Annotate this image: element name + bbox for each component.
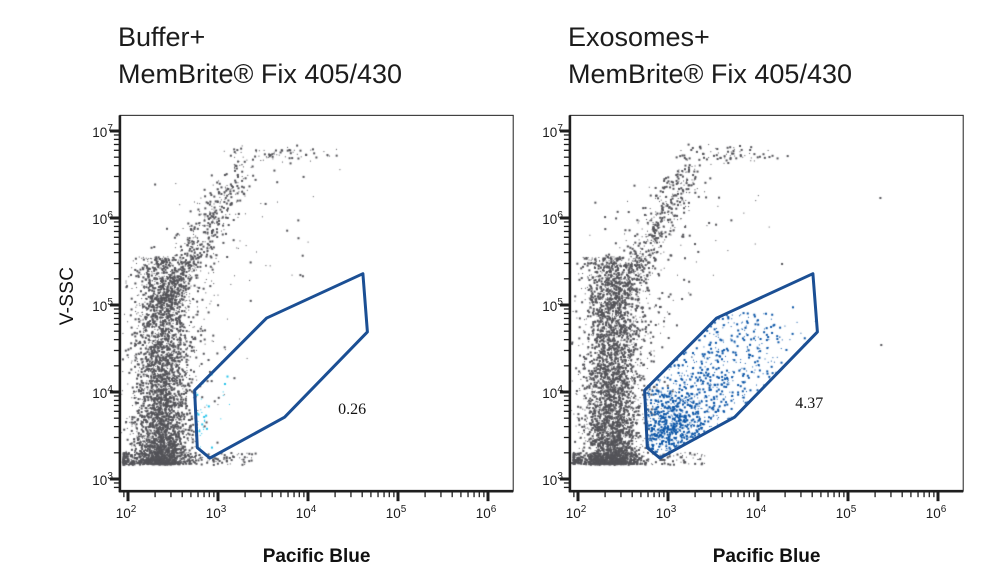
gate-percentage-buffer: 0.26	[338, 401, 367, 419]
tick-label: 105	[92, 297, 113, 314]
tick-label: 103	[656, 504, 677, 521]
tick-label: 106	[542, 210, 563, 227]
gate-percentage-exosomes: 4.37	[795, 395, 824, 413]
tick-label: 104	[296, 504, 317, 521]
panel-title-exosomes-line2: MemBrite® Fix 405/430	[568, 59, 853, 89]
panel-title-exosomes: Exosomes+ MemBrite® Fix 405/430	[568, 19, 852, 93]
x-axis-label-buffer: Pacific Blue	[262, 546, 371, 567]
panel-title-buffer-line1: Buffer+	[118, 22, 206, 52]
tick-label: 103	[206, 504, 227, 521]
tick-label: 104	[92, 384, 113, 401]
y-axis-label: V-SSC	[57, 266, 78, 326]
tick-label: 105	[542, 297, 563, 314]
tick-label: 104	[542, 384, 563, 401]
tick-label: 103	[92, 471, 113, 488]
plot-border	[119, 114, 514, 492]
panel-title-buffer-line2: MemBrite® Fix 405/430	[118, 59, 403, 89]
tick-label: 105	[836, 504, 857, 521]
panel-title-exosomes-line1: Exosomes+	[568, 22, 710, 52]
tick-label: 104	[746, 504, 767, 521]
tick-label: 106	[476, 504, 497, 521]
tick-label: 107	[542, 123, 563, 140]
tick-label: 102	[566, 504, 587, 521]
tick-label: 102	[116, 504, 137, 521]
tick-label: 103	[542, 471, 563, 488]
tick-label: 106	[926, 504, 947, 521]
tick-label: 105	[386, 504, 407, 521]
plot-border	[569, 114, 964, 492]
panel-title-buffer: Buffer+ MemBrite® Fix 405/430	[118, 19, 402, 93]
tick-label: 106	[92, 210, 113, 227]
x-axis-label-exosomes: Pacific Blue	[712, 546, 821, 567]
gate-polygon	[193, 272, 369, 460]
gate-polygon	[643, 272, 819, 460]
tick-label: 107	[92, 123, 113, 140]
